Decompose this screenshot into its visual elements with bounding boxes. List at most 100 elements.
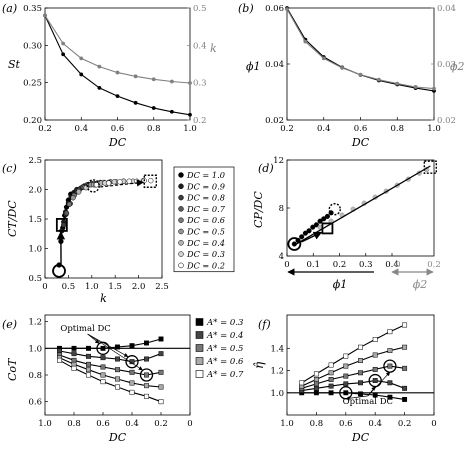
data-point <box>115 367 120 373</box>
axes-frame <box>286 159 435 257</box>
axes-frame <box>44 7 191 121</box>
data-point <box>387 380 393 386</box>
data-point <box>86 353 91 359</box>
data-point <box>169 109 174 114</box>
x2-axis-label: ϕ2 <box>413 278 428 291</box>
data-point <box>321 216 327 222</box>
data-point <box>340 66 345 70</box>
data-point <box>57 348 62 354</box>
data-point <box>97 64 102 69</box>
y-tick-label: 1.4 <box>270 344 284 354</box>
data-point <box>188 112 192 117</box>
data-point <box>328 383 334 389</box>
data-point <box>158 384 164 390</box>
annotation-arrow <box>87 333 143 371</box>
y-tick-label: 0.8 <box>28 371 42 381</box>
data-point <box>310 224 316 230</box>
y-tick-label: 0.5 <box>28 274 42 284</box>
x-tick-label: 0 <box>431 419 436 429</box>
legend-label: A* = 0.4 <box>206 331 243 341</box>
data-point <box>158 351 164 357</box>
legend-box <box>173 166 235 273</box>
data-point <box>387 329 393 335</box>
x-tick-label: 2.0 <box>132 282 146 292</box>
panel-c: 0 0.5 1.0 1.5 2.0 2.50.51.01.52.02.5DC = 1.0D… <box>2 156 235 305</box>
data-point <box>129 343 135 349</box>
y-tick-label: 1.0 <box>28 344 42 354</box>
optimum-marker <box>139 368 154 382</box>
y2-axis-label: ϕ2 <box>450 60 465 73</box>
x-tick-label: 1.0 <box>183 124 197 134</box>
x-tick-label: 0 <box>187 419 192 429</box>
data-point <box>126 178 132 184</box>
y2-tick-label: 0.5 <box>193 4 207 14</box>
data-point <box>299 234 305 240</box>
data-point <box>66 201 72 207</box>
legend-label: DC = 0.9 <box>186 181 225 191</box>
y-tick-label: 0.06 <box>265 4 284 14</box>
x-tick-label: 0.2 <box>398 419 412 429</box>
legend-label: DC = 0.5 <box>186 227 225 237</box>
x-tick-label: 0.6 <box>339 419 353 429</box>
data-point <box>328 370 334 376</box>
annotation-label: Optimal DC <box>60 324 110 334</box>
legend-marker <box>178 183 184 190</box>
y-tick-label: 0.02 <box>265 116 284 126</box>
legend-marker <box>195 344 204 352</box>
legend-marker <box>195 331 204 339</box>
x-tick-label: 0.3 <box>359 260 373 270</box>
data-point <box>115 344 120 350</box>
legend-marker <box>178 217 184 223</box>
data-point <box>402 344 408 350</box>
data-point <box>129 389 135 395</box>
y-axis-label: CT/DC <box>6 200 19 237</box>
data-point <box>115 94 120 99</box>
series-line <box>44 15 191 116</box>
y-tick-label: 0.6 <box>28 398 42 408</box>
x-tick-label: 0.4 <box>74 124 88 134</box>
x2-tick-label: 0.2 <box>427 260 441 270</box>
data-point <box>328 362 334 368</box>
data-point <box>303 39 308 44</box>
legend-marker <box>178 240 184 246</box>
data-point <box>372 366 378 372</box>
panel-a: 0.2 0.4 0.6 0.8 1.0 0.20 0.25 0.30 0.35 0.2 0.3 0.4… <box>2 2 217 149</box>
annotation-marker <box>328 202 341 216</box>
annotation-marker <box>423 160 438 174</box>
legend-label: DC = 0.6 <box>186 215 225 225</box>
axes-frame <box>44 314 191 416</box>
x-tick-label: 1.5 <box>108 282 122 292</box>
data-point <box>306 228 312 234</box>
y-tick-label: 2.0 <box>28 186 42 196</box>
x-tick-label: 0.4 <box>385 260 399 270</box>
data-point <box>71 357 77 363</box>
panel-e: 1.0 0.8 0.6 0.4 0.2 0 0.6 0.8 1.0 1.2 Optimal DC A*… <box>2 314 244 444</box>
legend-label: A* = 0.7 <box>206 370 244 380</box>
x-axis-label: DC <box>351 136 370 149</box>
y2-tick-label: 0.2 <box>193 116 207 126</box>
data-point <box>105 180 112 186</box>
x-tick-label: 0.6 <box>354 124 368 134</box>
data-point <box>76 189 82 195</box>
data-point <box>343 353 349 359</box>
data-point <box>63 210 70 216</box>
y-tick-label: 0.20 <box>23 116 42 126</box>
panel-label: (f) <box>258 318 271 331</box>
annotation-marker <box>287 237 302 251</box>
data-point <box>100 355 106 361</box>
y2-tick-label: 0.02 <box>437 116 456 126</box>
y-tick-label: 0.30 <box>23 41 42 51</box>
data-point <box>71 351 77 357</box>
x-tick-label: 0.8 <box>390 124 404 134</box>
data-point <box>372 392 378 398</box>
data-point <box>358 380 363 386</box>
legend-marker <box>195 370 204 378</box>
y-tick-label: 4 <box>279 252 284 262</box>
data-point <box>358 358 363 364</box>
data-point <box>313 385 319 391</box>
annotation-label: Optimal DC <box>343 397 393 407</box>
x-tick-label: 0.8 <box>310 419 324 429</box>
x-axis-label: k <box>100 292 107 305</box>
y2-tick-label: 0.4 <box>193 41 207 51</box>
